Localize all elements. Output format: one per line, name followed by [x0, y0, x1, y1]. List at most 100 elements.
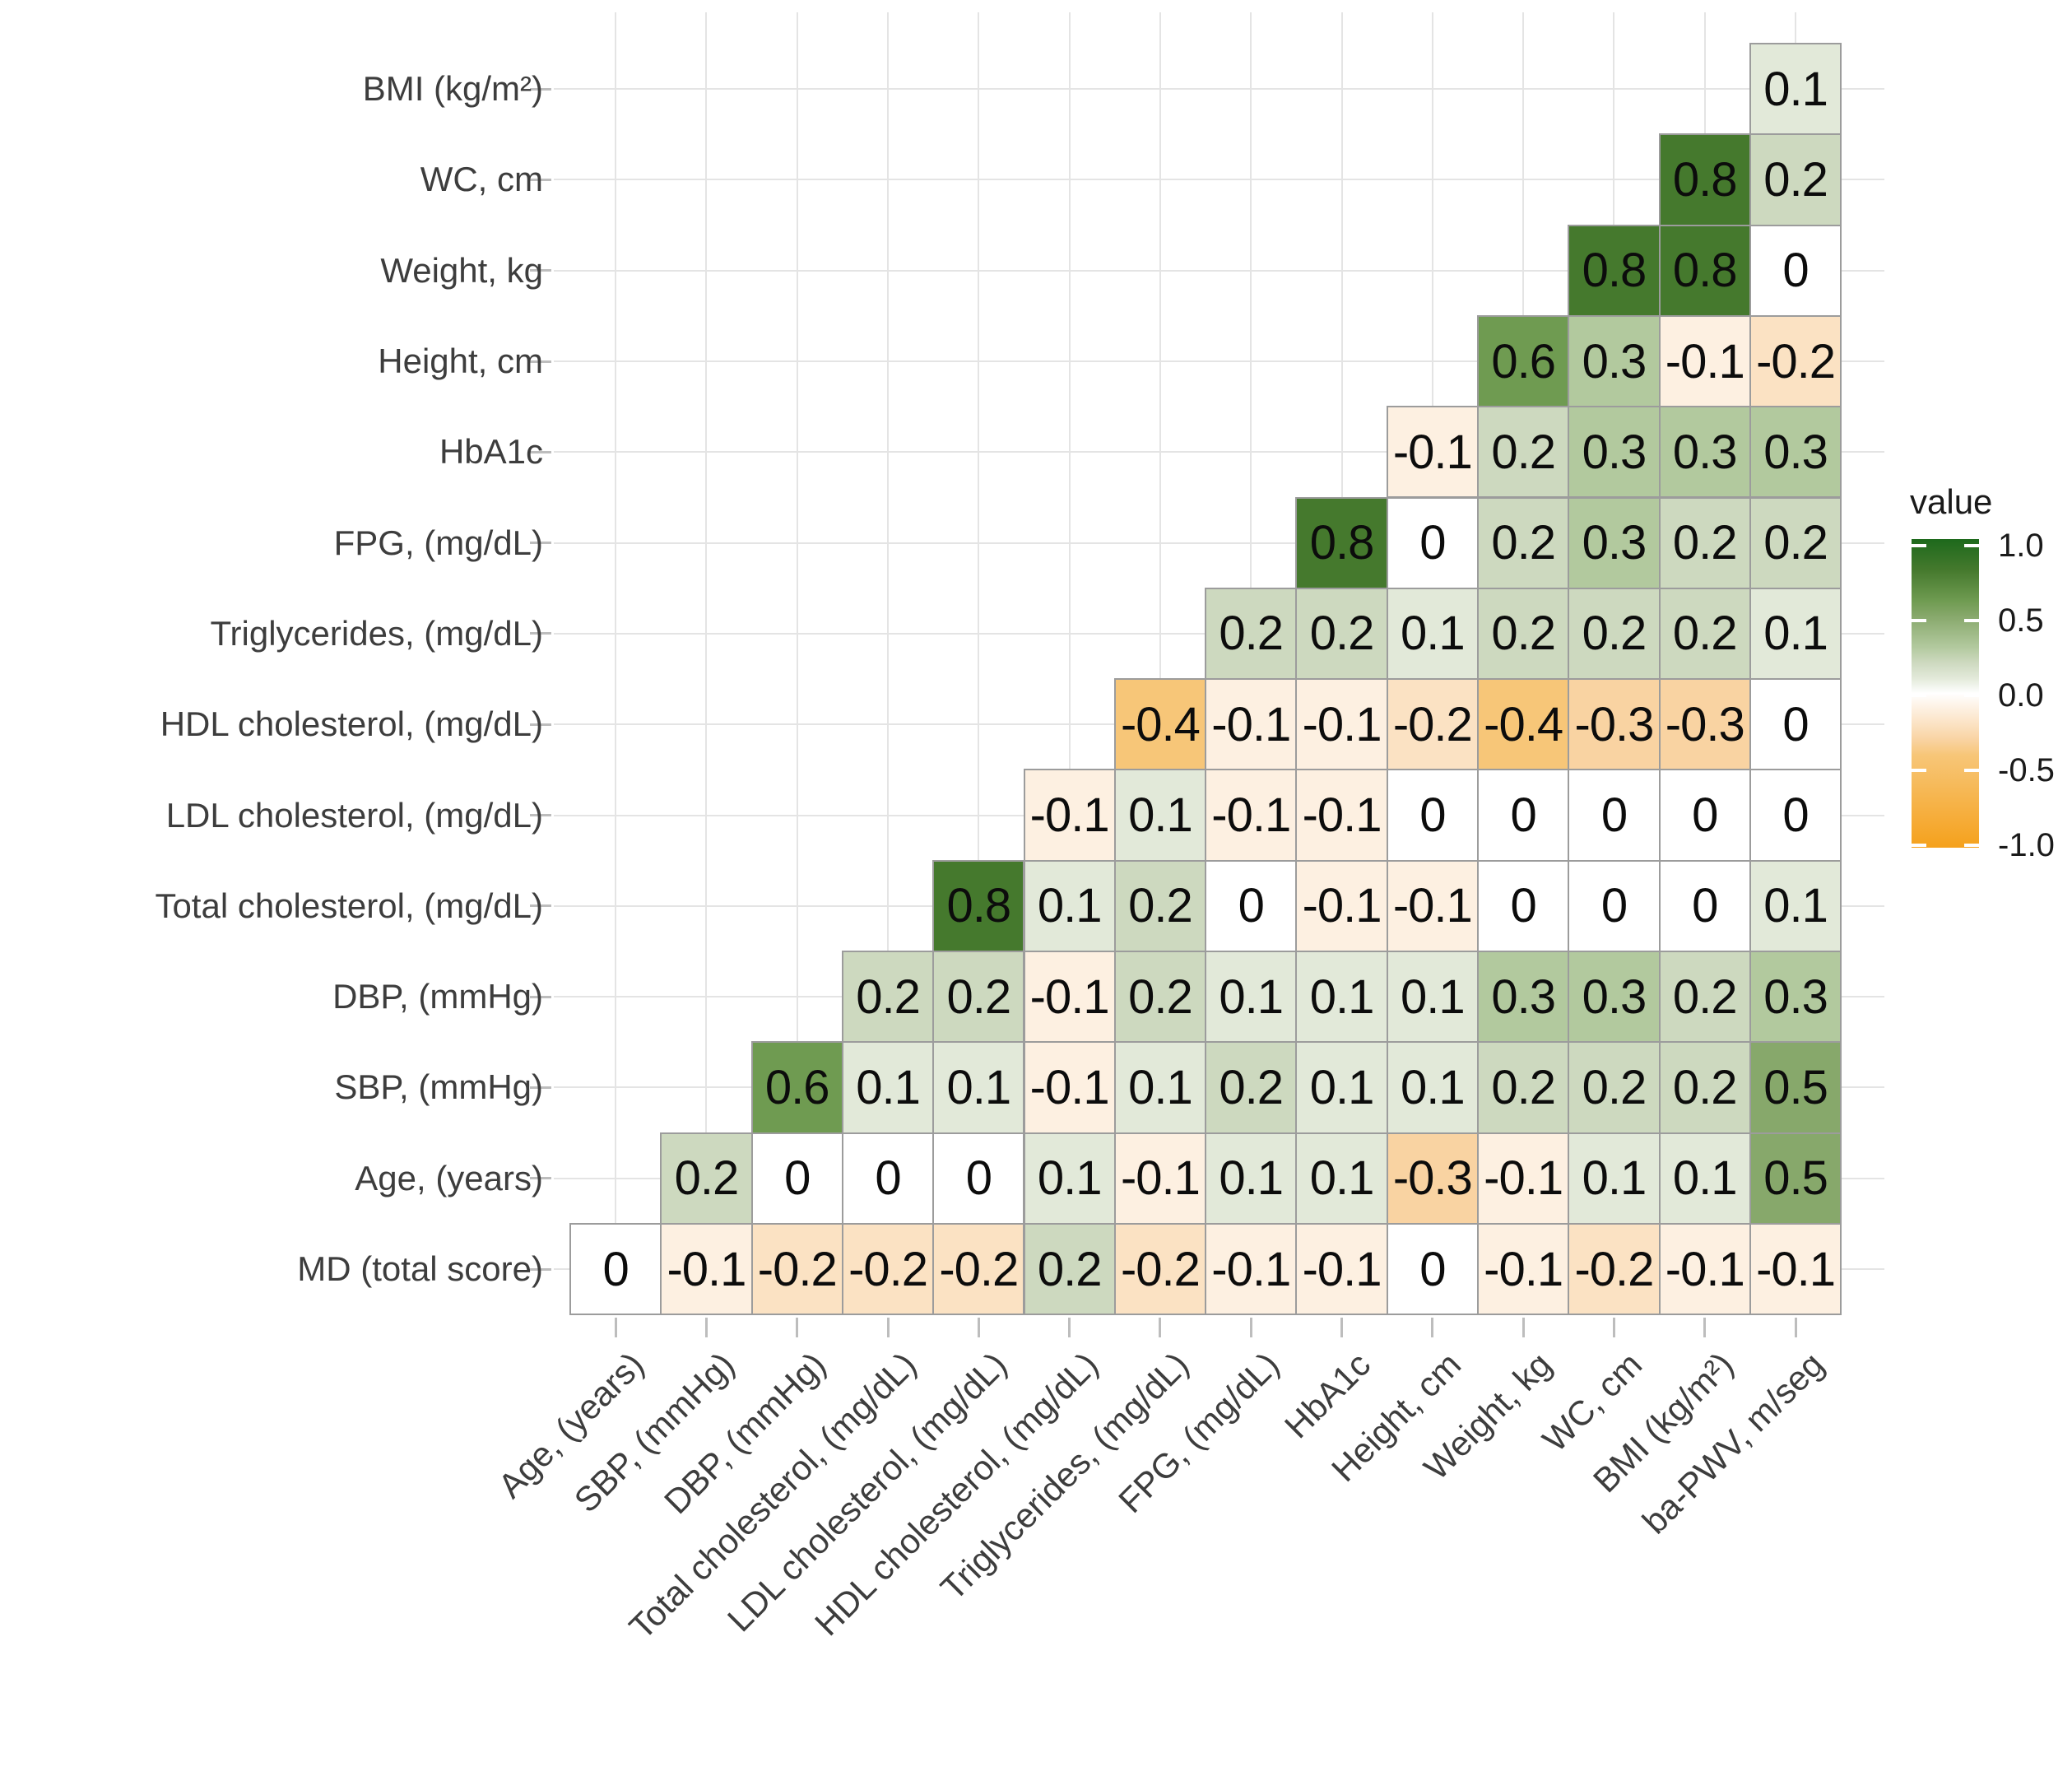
cell-value: 0.3: [1763, 970, 1828, 1024]
cell-value: 0: [1238, 879, 1265, 933]
cell-value: 0.6: [1491, 334, 1556, 388]
matrix-cell: 0: [1477, 859, 1570, 952]
x-axis-tick: [1703, 1318, 1707, 1337]
matrix-cell: -0.1: [1295, 859, 1388, 952]
legend-tick-label: -0.5: [1998, 752, 2055, 788]
matrix-cell: 0.2: [660, 1132, 753, 1225]
cell-value: -0.1: [1302, 788, 1382, 843]
gridline-vertical: [705, 12, 708, 1314]
y-axis-tick: [530, 542, 551, 545]
legend-tick-dash: [1964, 844, 1979, 847]
x-axis-tick: [1521, 1318, 1525, 1337]
matrix-cell: 0: [1658, 859, 1751, 952]
x-axis-tick: [1431, 1318, 1434, 1337]
gridline-horizontal: [554, 451, 1884, 453]
matrix-cell: 0.1: [1386, 1041, 1479, 1134]
cell-value: 0.2: [946, 970, 1012, 1024]
y-axis-tick: [530, 1177, 551, 1180]
row-label: LDL cholesterol, (mg/dL): [165, 795, 543, 835]
x-axis-tick: [1612, 1318, 1615, 1337]
cell-value: 0.1: [1309, 1060, 1375, 1114]
cell-value: -0.2: [1756, 334, 1836, 388]
y-axis-tick: [530, 1086, 551, 1089]
matrix-cell: 0.1: [1295, 951, 1388, 1044]
legend-tick-dash: [1912, 769, 1926, 772]
matrix-cell: 0.1: [1658, 1132, 1751, 1225]
gridline-vertical: [796, 12, 798, 1314]
legend-tick-dash: [1912, 694, 1926, 697]
matrix-cell: 0.2: [1749, 496, 1842, 589]
matrix-cell: 0: [1386, 769, 1479, 862]
matrix-cell: 0.1: [1023, 859, 1116, 952]
gridline-vertical: [887, 12, 890, 1314]
cell-value: 0.1: [1219, 970, 1284, 1024]
cell-value: 0.2: [1491, 425, 1556, 479]
matrix-cell: -0.1: [1113, 1132, 1207, 1225]
cell-value: -0.1: [1211, 697, 1291, 751]
matrix-cell: 0.2: [932, 951, 1025, 1044]
cell-value: -0.1: [1756, 1242, 1836, 1296]
matrix-cell: -0.2: [932, 1222, 1025, 1316]
matrix-cell: 0.3: [1568, 496, 1661, 589]
cell-value: 0.2: [856, 970, 921, 1024]
matrix-cell: 0: [1568, 769, 1661, 862]
row-label: BMI (kg/m²): [362, 69, 543, 109]
matrix-cell: 0: [1749, 769, 1842, 862]
y-axis-tick: [530, 632, 551, 635]
matrix-cell: -0.2: [750, 1222, 843, 1316]
cell-value: 0.1: [1219, 1151, 1284, 1206]
matrix-cell: -0.1: [1023, 1041, 1116, 1134]
cell-value: -0.4: [1484, 697, 1563, 751]
cell-value: -0.1: [1392, 879, 1473, 933]
cell-value: 0.3: [1582, 334, 1647, 388]
matrix-cell: 0.2: [1205, 1041, 1298, 1134]
matrix-cell: 0.1: [1295, 1132, 1388, 1225]
cell-value: 0.3: [1763, 425, 1828, 479]
matrix-cell: 0.1: [1386, 951, 1479, 1044]
cell-value: 0.2: [1672, 970, 1738, 1024]
matrix-cell: 0.1: [1113, 769, 1207, 862]
cell-value: 0.8: [1672, 244, 1738, 298]
row-label: DBP, (mmHg): [332, 977, 543, 1016]
x-axis-tick: [614, 1318, 617, 1337]
cell-value: 0.2: [1582, 607, 1647, 661]
x-axis-tick: [886, 1318, 890, 1337]
cell-value: 0: [1692, 788, 1718, 843]
y-axis-tick: [530, 360, 551, 363]
y-axis-tick: [530, 904, 551, 908]
legend-tick-dash: [1964, 619, 1979, 622]
matrix-cell: 0: [1568, 859, 1661, 952]
x-axis-tick: [1068, 1318, 1071, 1337]
matrix-cell: 0.1: [1386, 587, 1479, 681]
matrix-cell: 0.1: [1749, 859, 1842, 952]
cell-value: 0.8: [1582, 244, 1647, 298]
matrix-cell: 0.3: [1749, 406, 1842, 499]
y-axis-tick: [530, 723, 551, 726]
cell-value: -0.1: [1484, 1242, 1563, 1296]
cell-value: 0.1: [1763, 62, 1828, 116]
legend-title: value: [1910, 482, 1993, 521]
x-axis-tick: [1249, 1318, 1252, 1337]
cell-value: 0.1: [1582, 1151, 1647, 1206]
matrix-cell: -0.1: [1205, 678, 1298, 771]
y-axis-tick: [530, 814, 551, 817]
cell-value: 0.6: [764, 1060, 830, 1114]
cell-value: -0.1: [1392, 425, 1473, 479]
matrix-cell: 0.2: [1477, 496, 1570, 589]
cell-value: 0.2: [1672, 516, 1738, 570]
cell-value: 0.1: [1763, 879, 1828, 933]
gridline-horizontal: [554, 179, 1884, 181]
matrix-cell: 0: [569, 1222, 662, 1316]
cell-value: 0.2: [1219, 1060, 1284, 1114]
cell-value: -0.4: [1120, 697, 1201, 751]
cell-value: -0.3: [1665, 697, 1745, 751]
matrix-cell: -0.1: [1658, 1222, 1751, 1316]
matrix-cell: 0.1: [1205, 1132, 1298, 1225]
gridline-horizontal: [554, 269, 1884, 272]
cell-value: 0.8: [1309, 516, 1375, 570]
cell-value: 0.2: [1037, 1242, 1103, 1296]
matrix-cell: 0: [1658, 769, 1751, 862]
matrix-cell: 0.2: [1113, 859, 1207, 952]
matrix-cell: 0.8: [1568, 224, 1661, 317]
